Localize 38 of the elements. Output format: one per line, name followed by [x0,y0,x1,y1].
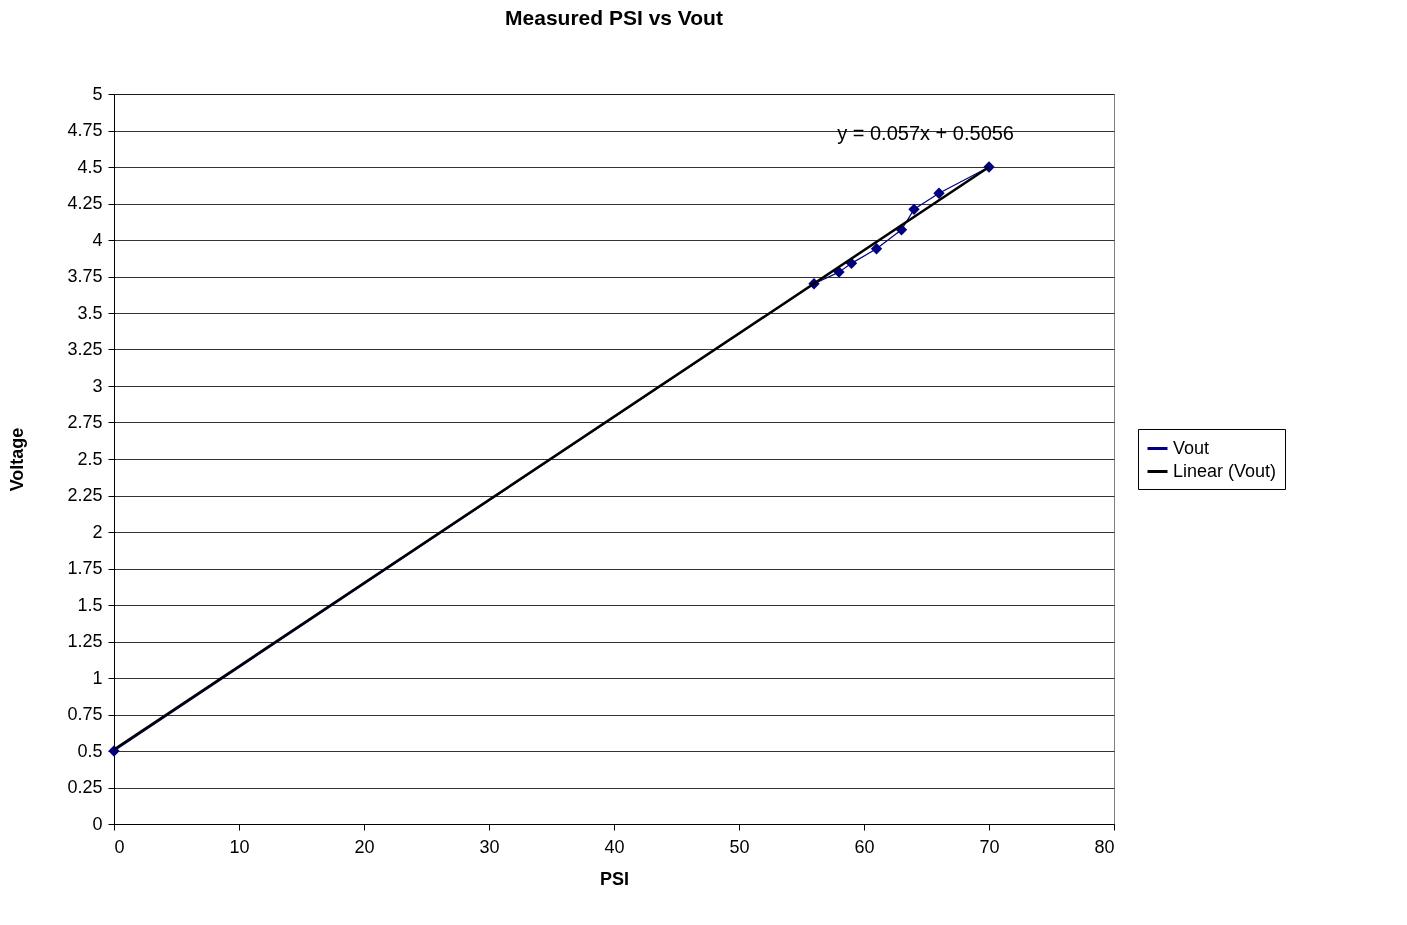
x-tick-label: 50 [729,836,750,857]
y-tick-label: 4 [92,229,103,250]
point [908,203,920,216]
point [933,187,945,199]
chart-title: Measured PSI vs Vout [505,6,723,29]
y-tick-label: 1.5 [77,594,103,615]
y-tick-label: 3 [92,375,103,396]
x-tick-label: 60 [854,836,875,857]
y-tick-label: 2 [92,521,103,542]
point [870,243,883,255]
y-tick-label: 4.25 [67,193,103,213]
y-tick-label: 5 [92,83,103,104]
y-tick-label: 3.25 [67,339,103,359]
y-tick-label: 3.5 [77,302,103,323]
y-axis-title: Voltage [7,427,28,492]
x-tick-label: 30 [479,836,500,857]
y-tick-label: 0.5 [77,740,103,761]
y-tick-label: 1.25 [67,631,103,651]
y-tick-label: 0 [92,813,103,834]
y-tick-label: 2.5 [77,448,103,469]
legend-label: Linear (Vout) [1173,460,1277,481]
y-tick-label: 2.75 [67,412,103,432]
y-tick-label: 0.25 [67,777,103,797]
y-tick-label: 4.75 [67,120,103,140]
y-tick-label: 1 [92,667,103,688]
y-tick-label: 0.75 [67,704,103,724]
y-tick-label: 3.75 [67,266,103,286]
x-axis-title: PSI [599,868,630,889]
x-tick-label: 0 [114,836,125,857]
y-tick-label: 1.75 [67,558,103,578]
legend-label: Vout [1173,437,1210,458]
x-tick-label: 40 [604,836,625,857]
x-tick-label: 10 [229,836,250,857]
x-tick-label: 20 [354,836,375,857]
y-tick-label: 4.5 [77,156,103,177]
x-tick-label: 80 [1094,836,1115,857]
y-tick-label: 2.25 [67,485,103,505]
x-tick-label: 70 [979,836,1000,857]
